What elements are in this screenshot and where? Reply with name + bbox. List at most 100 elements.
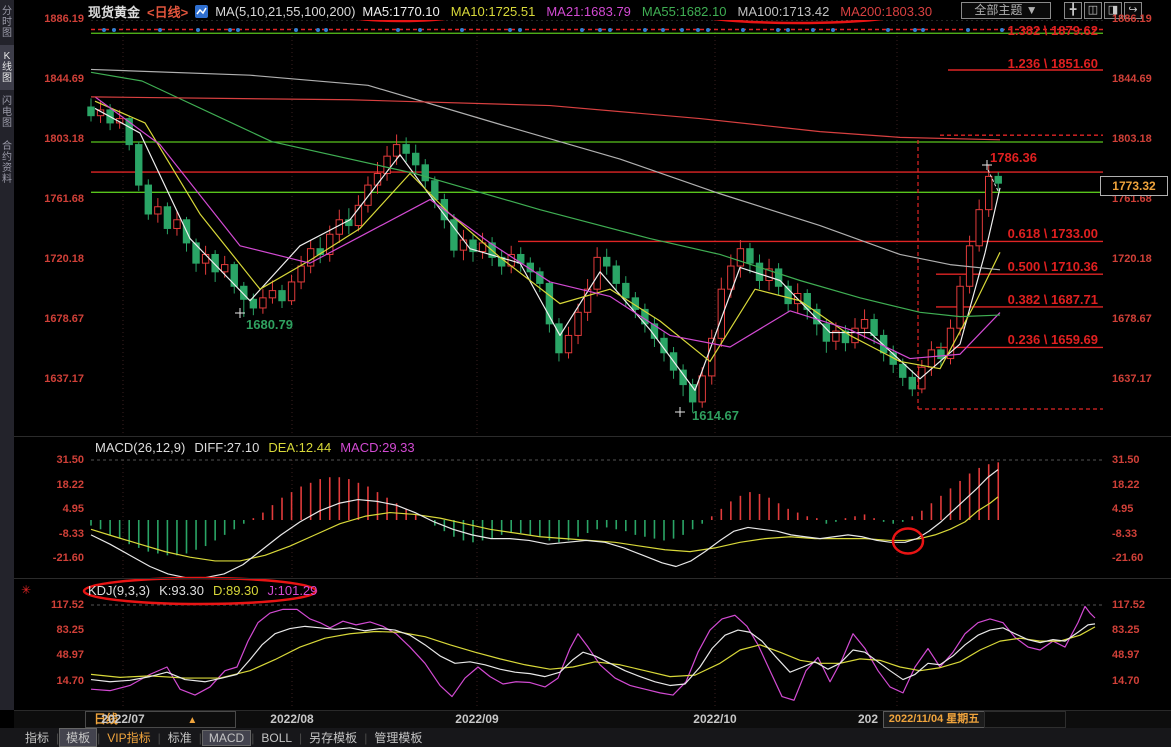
main-y-label: 1637.17 — [44, 373, 84, 385]
period-selector[interactable]: 日线 ▲ — [85, 711, 236, 728]
candle-body — [383, 155, 391, 175]
month-label: 2022/08 — [270, 712, 314, 726]
symbol-title: 现货黄金 — [88, 5, 141, 20]
event-dot — [811, 28, 815, 32]
candle-body — [221, 264, 229, 273]
candle-body — [240, 285, 248, 300]
candle-body — [851, 327, 859, 344]
top-bar: 现货黄金 <日线> MA(5,10,21,55,100,200) MA5:177… — [14, 0, 1171, 20]
indicator-legend-item: MACD(26,12,9) — [95, 440, 186, 455]
sidebar-item-闪电图[interactable]: 闪电图 — [2, 96, 12, 129]
candle-body — [908, 376, 916, 390]
candle-body — [278, 290, 286, 302]
event-dot — [158, 28, 162, 32]
candle-body — [431, 180, 439, 201]
fib-level-label: 1.382 \ 1879.62 — [1007, 23, 1098, 38]
candle-body — [87, 106, 95, 117]
main-y-label: 1844.69 — [1112, 73, 1152, 85]
event-dot — [102, 28, 106, 32]
pan-cross-icon[interactable]: ╋ — [1064, 2, 1082, 19]
candle-body — [612, 265, 620, 284]
candle-body — [736, 248, 745, 267]
candle-body — [287, 281, 296, 302]
ma-legend-item: MA5:1770.10 — [362, 4, 440, 19]
candle-body — [813, 308, 821, 325]
panel-divider[interactable] — [14, 436, 1171, 437]
event-dot — [196, 28, 200, 32]
event-dot — [228, 28, 232, 32]
fib-level-label: 0.236 \ 1659.69 — [1007, 332, 1098, 347]
event-dot — [643, 28, 647, 32]
candle-body — [412, 152, 420, 166]
toolbar-tab-管理模板[interactable]: 管理模板 — [374, 731, 423, 745]
main-y-label: 1720.18 — [44, 253, 84, 265]
candle-body — [326, 233, 334, 255]
event-dot — [1000, 28, 1004, 32]
event-dot — [580, 28, 584, 32]
event-dot — [696, 28, 700, 32]
scale-right-icon[interactable]: ◨ — [1104, 2, 1122, 19]
timeline-empty-cell — [984, 711, 1066, 728]
toolbar-separator: | — [56, 730, 60, 745]
month-label: 2022/10 — [693, 712, 737, 726]
sidebar-item-分时图[interactable]: 分时图 — [2, 6, 12, 39]
toolbar-tab-MACD[interactable]: MACD — [201, 729, 252, 746]
toolbar-tab-模板[interactable]: 模板 — [59, 728, 98, 747]
toolbar-separator: | — [364, 730, 368, 745]
diff-line — [90, 469, 999, 579]
macd-y-label: 31.50 — [56, 454, 84, 466]
main-y-label: 1720.18 — [1112, 253, 1152, 265]
indicator-star-icon[interactable]: ✳ — [21, 583, 32, 597]
fib-level-label: 0.618 \ 1733.00 — [1007, 226, 1098, 241]
indicator-legend-item: DIFF:27.10 — [194, 440, 260, 455]
month-label: 2022/07 — [101, 712, 145, 726]
header-row: 现货黄金 <日线> MA(5,10,21,55,100,200) MA5:177… — [88, 2, 932, 21]
candle-body — [230, 264, 238, 287]
theme-dropdown[interactable]: 全部主题 ▼ — [961, 2, 1051, 19]
bottom-toolbar: 指标 | 模板 | VIP指标 | 标准 | MACD | BOLL | 另存模板 | 管理模板 — [0, 728, 1171, 747]
candle-body — [392, 144, 401, 157]
period-label: 日线 — [94, 712, 119, 726]
dea-line — [90, 496, 999, 562]
ma-legend: MA5:1770.10 MA10:1725.51 MA21:1683.79 MA55:… — [362, 4, 932, 19]
candle-body — [765, 268, 773, 281]
candle-body — [727, 265, 735, 290]
event-dot — [741, 28, 745, 32]
candle-body — [125, 118, 133, 146]
event-dot — [608, 28, 612, 32]
toolbar-tab-标准[interactable]: 标准 — [167, 731, 192, 745]
candle-body — [402, 144, 410, 154]
sidebar-item-合约资料[interactable]: 合约资料 — [2, 141, 12, 185]
event-dot — [921, 28, 925, 32]
candle-body — [583, 288, 592, 313]
toolbar-tab-另存模板[interactable]: 另存模板 — [309, 731, 358, 745]
candle-body — [421, 164, 429, 182]
toolbar-tab-VIP指标[interactable]: VIP指标 — [107, 731, 151, 745]
candle-body — [469, 239, 477, 253]
detach-icon[interactable]: ↪ — [1124, 2, 1142, 19]
main-y-label: 1678.67 — [44, 313, 84, 325]
kdj-y-label: 14.70 — [1112, 675, 1140, 687]
candle-body — [956, 285, 964, 329]
event-dot — [598, 28, 602, 32]
candle-body — [746, 248, 754, 264]
event-dot — [913, 28, 917, 32]
indicator-legend-item: D:89.30 — [212, 583, 259, 598]
scale-left-icon[interactable]: ◫ — [1084, 2, 1102, 19]
chart-type-sidebar: 分时图 K线图闪电图合约资料 — [0, 0, 14, 710]
ma55-line — [90, 71, 1001, 318]
main-y-label: 1886.19 — [44, 13, 84, 25]
toolbar-tab-指标[interactable]: 指标 — [25, 731, 50, 745]
candle-body — [937, 349, 945, 360]
last-price-box: 1773.32 — [1100, 176, 1168, 196]
toolbar-tab-BOLL[interactable]: BOLL — [261, 730, 293, 745]
candle-body — [163, 206, 172, 229]
panel-divider[interactable] — [14, 578, 1171, 579]
kline-icon[interactable] — [195, 5, 209, 18]
fib-level-label: 0.500 \ 1710.36 — [1007, 259, 1098, 274]
ma-legend-item: MA200:1803.30 — [840, 4, 933, 19]
sidebar-item-K线图[interactable]: K线图 — [0, 45, 14, 90]
candle-body — [545, 282, 554, 325]
macd-legend: MACD(26,12,9) DIFF:27.10 DEA:12.44 MACD:29.… — [95, 440, 415, 455]
